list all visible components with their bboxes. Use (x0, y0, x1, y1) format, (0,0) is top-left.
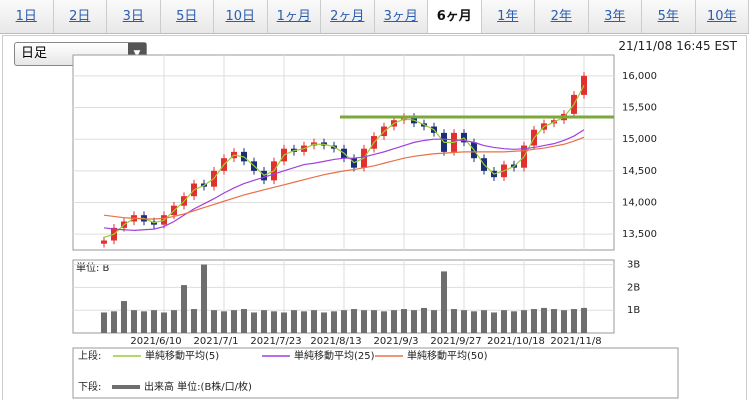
volume-bar (521, 310, 527, 333)
volume-bar (381, 311, 387, 333)
volume-bar (331, 311, 337, 333)
tab[interactable]: 6ヶ月 (428, 0, 482, 33)
dropdown-label: 日足 (21, 46, 48, 61)
y-tick-label: 16,000 (622, 71, 657, 82)
volume-bar (461, 310, 467, 333)
volume-bar (301, 311, 307, 333)
volume-bar (241, 309, 247, 333)
moving-average-line (103, 85, 585, 238)
volume-bar (191, 309, 197, 333)
x-tick-label: 2021/10/18 (487, 336, 545, 347)
volume-bar (351, 309, 357, 333)
volume-bar (281, 312, 287, 333)
x-tick-label: 2021/7/1 (194, 336, 239, 347)
volume-bar (541, 307, 547, 333)
volume-bar (171, 310, 177, 333)
y-tick-label: 14,500 (622, 166, 657, 177)
volume-bar (581, 307, 587, 333)
volume-bar (261, 310, 267, 333)
volume-bar (551, 309, 557, 333)
volume-bar (481, 310, 487, 333)
volume-bar (121, 301, 127, 333)
tab[interactable]: 3日 (107, 0, 161, 33)
volume-bar (111, 311, 117, 333)
y-tick-label: 15,500 (622, 103, 657, 114)
tab[interactable]: 1年 (482, 0, 535, 33)
tab-bar: 1日 2日 3日 5日 10日 1ヶ月 2ヶ月 3ヶ月 6ヶ月 1年 2年 3年 5年 10年 (0, 0, 749, 34)
tab[interactable]: 10日 (214, 0, 268, 33)
volume-bar (561, 310, 567, 333)
volume-bar (441, 271, 447, 333)
volume-bar (431, 310, 437, 333)
volume-bar (501, 310, 507, 333)
tab[interactable]: 1ヶ月 (268, 0, 321, 33)
legend-label: 出来高 単位:(B株/口/枚) (144, 380, 252, 393)
volume-bar (361, 310, 367, 333)
tab[interactable]: 3ヶ月 (375, 0, 428, 33)
x-tick-label: 2021/7/23 (250, 336, 301, 347)
tab[interactable]: 2年 (535, 0, 589, 33)
x-tick-label: 2021/6/10 (130, 336, 181, 347)
timestamp: 21/11/08 16:45 EST (618, 39, 737, 53)
tab[interactable]: 3年 (589, 0, 642, 33)
volume-bar (401, 309, 407, 333)
volume-bar (271, 311, 277, 333)
volume-bar (161, 312, 167, 333)
volume-bar (231, 310, 237, 333)
x-tick-label: 2021/9/3 (374, 336, 419, 347)
y-tick-label: 15,000 (622, 134, 657, 145)
tab[interactable]: 5年 (642, 0, 696, 33)
legend-label: 単純移動平均(5) (145, 349, 219, 362)
legend-upper-label: 上段: (78, 349, 101, 362)
tab[interactable]: 2ヶ月 (321, 0, 375, 33)
volume-bar (211, 310, 217, 333)
volume-bar (391, 310, 397, 333)
moving-average-line (103, 136, 585, 220)
volume-bar (571, 309, 577, 333)
volume-bar (141, 311, 147, 333)
x-tick-label: 2021/11/8 (550, 336, 601, 347)
volume-bar (341, 310, 347, 333)
volume-bar (181, 285, 187, 333)
legend-label: 単純移動平均(25) (294, 349, 375, 362)
x-tick-label: 2021/9/27 (430, 336, 481, 347)
y-tick-label: 14,000 (622, 198, 657, 209)
y-tick-label: 2B (627, 282, 640, 293)
moving-average-line (103, 129, 585, 231)
legend-lower-label: 下段: (78, 380, 101, 393)
y-tick-label: 13,500 (622, 229, 657, 240)
tab[interactable]: 5日 (161, 0, 214, 33)
volume-bar (201, 264, 207, 333)
chart-frame (2, 35, 747, 400)
volume-bar (491, 312, 497, 333)
volume-unit-label: 単位: B (76, 261, 110, 274)
tab[interactable]: 1日 (0, 0, 54, 33)
volume-bar (371, 310, 377, 333)
candle-body (101, 240, 107, 244)
volume-bar (221, 311, 227, 333)
y-tick-label: 1B (627, 305, 640, 316)
volume-bar (411, 310, 417, 333)
volume-bar (421, 307, 427, 333)
volume-bar (511, 311, 517, 333)
legend-label: 単純移動平均(50) (407, 349, 488, 362)
volume-bar (451, 309, 457, 333)
volume-bar (291, 310, 297, 333)
volume-bar (471, 311, 477, 333)
tab[interactable]: 2日 (54, 0, 107, 33)
volume-bar (311, 310, 317, 333)
volume-bar (321, 312, 327, 333)
volume-bar (151, 310, 157, 333)
y-tick-label: 3B (627, 260, 640, 271)
x-tick-label: 2021/8/13 (310, 336, 361, 347)
volume-bar (251, 312, 257, 333)
volume-bar (131, 310, 137, 333)
volume-bar (101, 312, 107, 333)
volume-bar (531, 309, 537, 333)
